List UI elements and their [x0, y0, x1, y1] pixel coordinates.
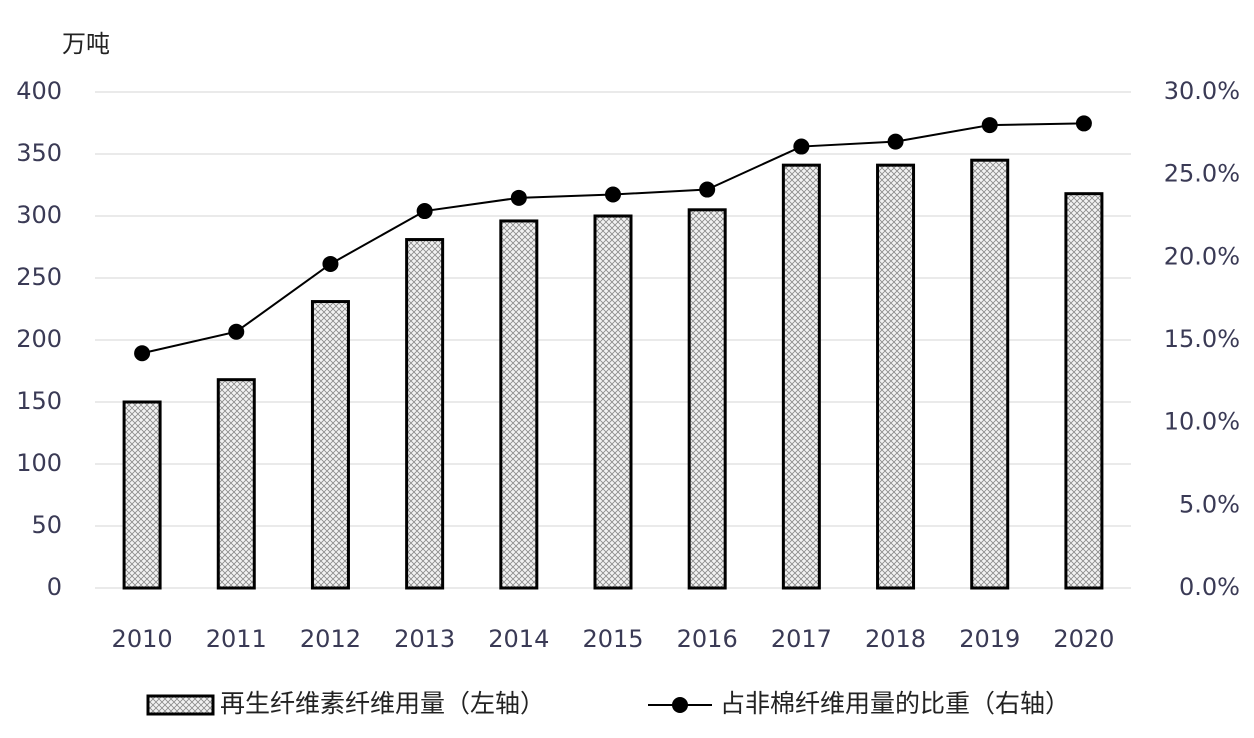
y2-tick-label: 10.0% — [1164, 408, 1240, 436]
legend-swatch — [146, 694, 215, 716]
y-tick-label: 0 — [47, 573, 62, 601]
x-tick-label: 2012 — [300, 625, 361, 653]
y-tick-label: 200 — [16, 325, 62, 353]
bar — [499, 219, 539, 590]
x-tick-label: 2020 — [1053, 625, 1114, 653]
bar — [405, 238, 445, 590]
bar — [122, 400, 162, 590]
y2-tick-label: 30.0% — [1164, 77, 1240, 105]
y-tick-label: 300 — [16, 201, 62, 229]
bar — [970, 158, 1010, 590]
y2-tick-label: 25.0% — [1164, 160, 1240, 188]
line-marker — [793, 138, 810, 155]
bar — [216, 378, 256, 590]
line-marker — [134, 345, 151, 362]
bar — [310, 300, 350, 590]
y-tick-label: 150 — [16, 387, 62, 415]
x-tick-label: 2011 — [206, 625, 267, 653]
y-tick-label: 50 — [31, 511, 62, 539]
line-marker — [981, 117, 998, 134]
line-marker — [322, 255, 339, 272]
line-marker — [1075, 115, 1092, 132]
bar — [1064, 192, 1104, 590]
y-tick-label: 400 — [16, 77, 62, 105]
bar — [781, 163, 821, 590]
y-tick-label: 350 — [16, 139, 62, 167]
x-tick-label: 2017 — [771, 625, 832, 653]
y2-tick-label: 5.0% — [1179, 490, 1240, 518]
y2-tick-label: 0.0% — [1179, 573, 1240, 601]
x-tick-label: 2018 — [865, 625, 926, 653]
bar — [593, 214, 633, 590]
y2-tick-label: 20.0% — [1164, 242, 1240, 270]
line-marker — [887, 133, 904, 150]
y2-tick-label: 15.0% — [1164, 325, 1240, 353]
legend-label: 再生纤维素纤维用量（左轴） — [220, 689, 545, 718]
line-marker — [510, 189, 527, 206]
line-marker — [699, 181, 716, 198]
line-marker — [228, 323, 245, 340]
line-marker — [416, 203, 433, 220]
unit-label: 万吨 — [62, 30, 110, 58]
x-tick-label: 2013 — [394, 625, 455, 653]
x-tick-label: 2010 — [112, 625, 173, 653]
x-tick-label: 2016 — [677, 625, 738, 653]
x-tick-label: 2015 — [582, 625, 643, 653]
legend-marker — [672, 697, 688, 713]
line-marker — [605, 186, 621, 203]
x-tick-label: 2019 — [959, 625, 1020, 653]
y-tick-label: 100 — [16, 449, 62, 477]
bar — [876, 163, 916, 590]
bar — [687, 208, 727, 590]
legend-label: 占非棉纤维用量的比重（右轴） — [720, 689, 1070, 718]
y-tick-label: 250 — [16, 263, 62, 291]
x-tick-label: 2014 — [488, 625, 549, 653]
